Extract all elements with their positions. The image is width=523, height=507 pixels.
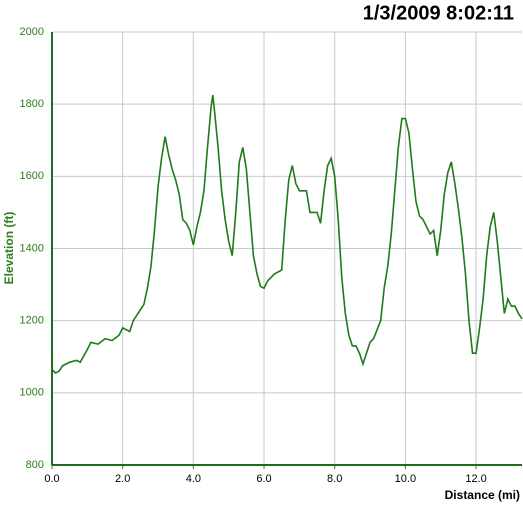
x-tick-label: 6.0 <box>256 473 271 485</box>
y-tick-label: 1000 <box>20 387 44 399</box>
y-tick-label: 1400 <box>20 242 44 254</box>
x-tick-label: 12.0 <box>465 473 486 485</box>
x-tick-label: 10.0 <box>395 473 416 485</box>
x-axis-label: Distance (mi) <box>445 488 520 502</box>
chart-title: 1/3/2009 8:02:11 <box>363 2 514 24</box>
y-tick-label: 800 <box>26 459 44 471</box>
x-tick-label: 4.0 <box>186 473 201 485</box>
elevation-line <box>51 95 523 374</box>
y-axis-label: Elevation (ft) <box>2 212 16 285</box>
y-tick-label: 1600 <box>20 170 44 182</box>
x-tick-label: 2.0 <box>115 473 130 485</box>
y-tick-label: 1200 <box>20 315 44 327</box>
y-tick-label: 1800 <box>20 98 44 110</box>
x-tick-label: 0.0 <box>44 473 59 485</box>
x-tick-label: 8.0 <box>327 473 342 485</box>
y-tick-label: 2000 <box>20 26 44 38</box>
